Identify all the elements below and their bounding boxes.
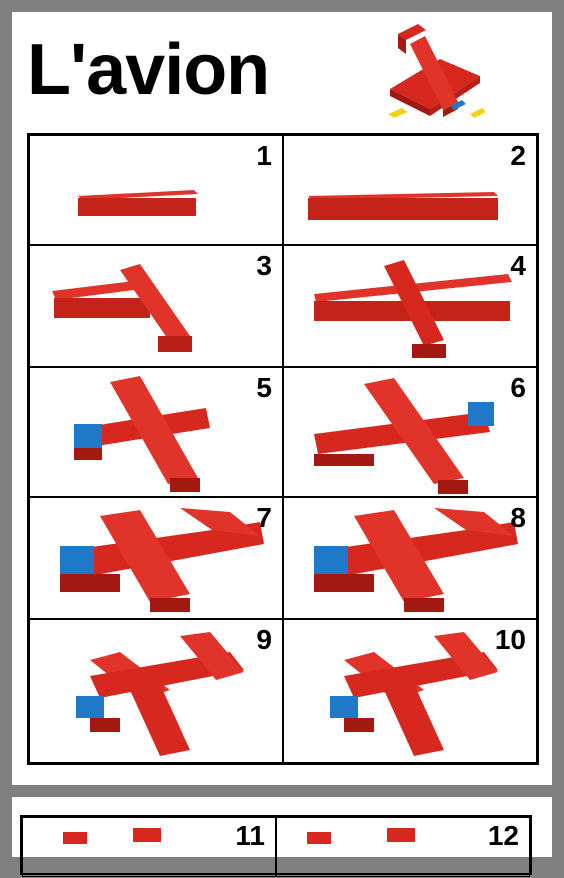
brick-illustration: [308, 192, 498, 220]
brick-illustration: [330, 632, 498, 756]
airplane-model-icon: [388, 24, 486, 118]
step-cell-5: 5: [29, 367, 283, 497]
brick-illustration: [314, 378, 494, 494]
step-cell-12: 12: [276, 817, 530, 877]
step-cell-4: 4: [283, 245, 537, 367]
steps-grid-next: 11 12: [20, 815, 532, 877]
brick-illustration: [74, 376, 210, 492]
step-number: 1: [256, 140, 272, 171]
step-number: 12: [487, 820, 519, 851]
step-number: 7: [256, 502, 272, 533]
step-cell-2: 2: [283, 135, 537, 245]
page-title: L'avion: [27, 30, 270, 110]
step-number: 5: [256, 372, 272, 403]
brick-illustration: [78, 190, 198, 216]
brick-illustration: [314, 260, 512, 358]
brick-illustration: [60, 508, 264, 612]
step-number: 11: [235, 820, 265, 851]
step-cell-9: 9: [29, 619, 283, 763]
step-number: 9: [256, 624, 272, 655]
step-number: 3: [256, 250, 272, 281]
step-number: 2: [510, 140, 526, 171]
step-cell-7: 7: [29, 497, 283, 619]
step-cell-10: 10: [283, 619, 537, 763]
step-number: 6: [510, 372, 526, 403]
step-number: 4: [510, 250, 526, 281]
finished-airplane-image: [370, 14, 500, 132]
step-cell-3: 3: [29, 245, 283, 367]
brick-illustration: [314, 508, 518, 612]
instruction-sheet: L'avion 1: [12, 12, 552, 785]
step-cell-8: 8: [283, 497, 537, 619]
step-cell-11: 11: [22, 817, 276, 877]
brick-illustration: [52, 264, 192, 352]
step-number: 8: [510, 502, 526, 533]
step-cell-6: 6: [283, 367, 537, 497]
step-number: 10: [494, 624, 526, 655]
brick-illustration: [76, 632, 244, 756]
steps-grid: 1 2 3 4: [27, 133, 539, 765]
step-cell-1: 1: [29, 135, 283, 245]
instruction-sheet-next: 11 12: [12, 797, 552, 877]
